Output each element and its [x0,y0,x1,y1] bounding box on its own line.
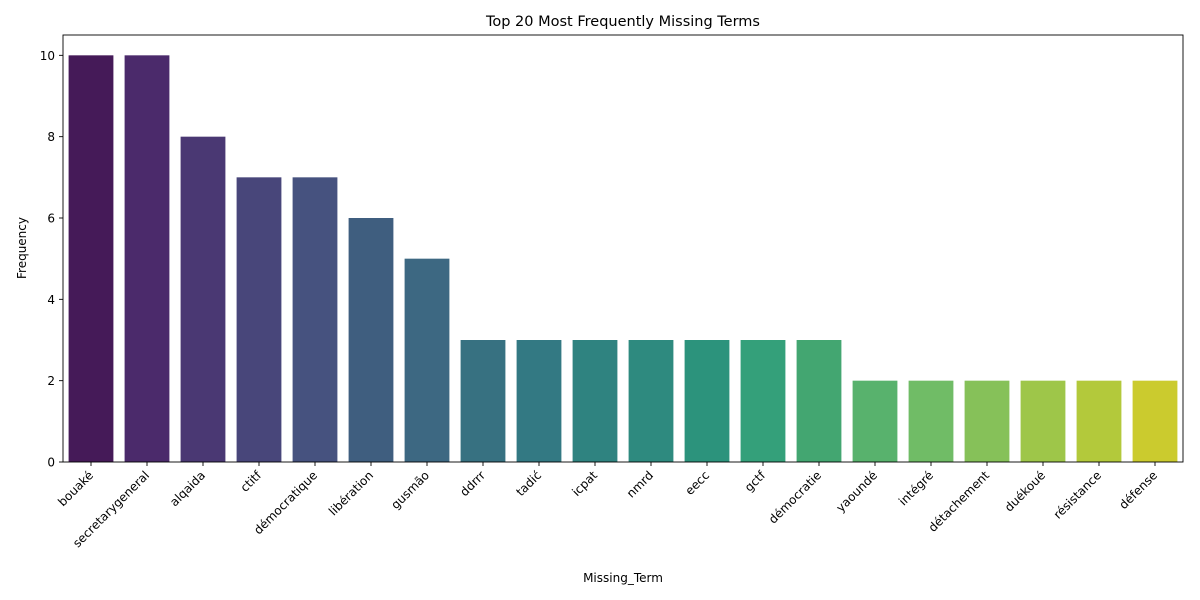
x-tick-label-10: nmrd [624,468,656,500]
chart-title: Top 20 Most Frequently Missing Terms [485,14,760,30]
x-tick-label-6: gusmão [388,468,432,512]
bars-layer [68,55,1178,463]
x-tick-label-13: démocratie [766,468,824,526]
x-tick-label-5: libération [326,468,376,518]
y-axis-title: Frequency [15,217,29,279]
bar-14 [852,380,898,462]
x-tick-label-12: gctf [742,468,769,495]
y-tick-label-5: 10 [40,49,55,63]
bar-1 [124,55,170,462]
bar-10 [628,340,674,462]
bar-11 [684,340,730,462]
x-tick-label-14: yaoundé [833,468,880,515]
bar-5 [348,218,394,462]
bar-2 [180,136,226,463]
y-tick-label-4: 8 [47,130,55,144]
y-tick-label-2: 4 [47,293,55,307]
bar-18 [1076,380,1122,462]
bar-12 [740,340,786,462]
bar-15 [908,380,954,462]
bar-7 [460,340,506,462]
x-tick-label-15: intégré [896,468,936,508]
x-tick-label-9: icpat [569,468,600,499]
y-tick-label-1: 2 [47,374,55,388]
y-tick-label-3: 6 [47,212,55,226]
bar-9 [572,340,618,462]
x-axis-title: Missing_Term [583,571,663,585]
bar-8 [516,340,562,462]
x-tick-label-8: tadić [513,468,544,499]
x-tick-label-11: eecc [682,468,712,498]
x-tick-label-2: alqaida [167,468,208,509]
x-tick-label-7: ddrrr [457,468,488,499]
bar-3 [236,177,282,462]
x-tick-label-0: bouaké [55,468,96,509]
x-tick-label-19: défense [1116,468,1160,512]
y-tick-label-0: 0 [47,456,55,470]
x-tick-label-18: résistance [1051,468,1104,521]
bar-16 [964,380,1010,462]
bar-6 [404,258,450,462]
bar-17 [1020,380,1066,462]
bar-4 [292,177,338,462]
bar-0 [68,55,114,462]
bar-13 [796,340,842,462]
x-tick-label-17: duékoué [1002,468,1048,514]
plot-frame [62,34,1184,463]
x-tick-label-3: ctitf [238,468,265,495]
bar-19 [1132,380,1178,462]
